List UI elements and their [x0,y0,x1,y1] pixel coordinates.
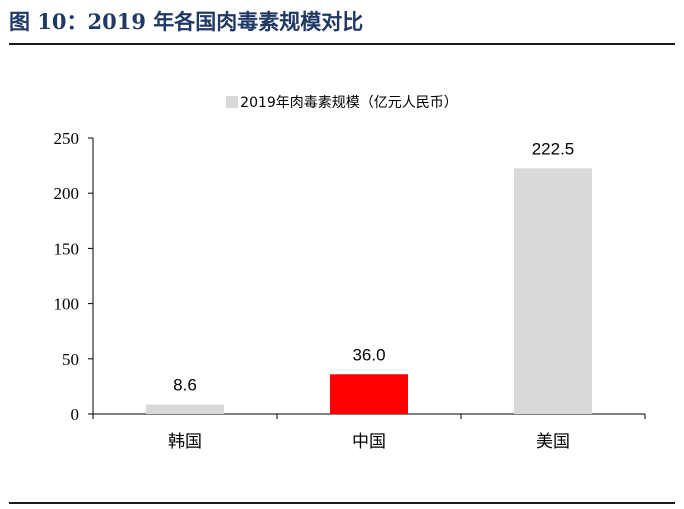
bar [514,168,592,414]
bottom-divider [9,502,675,504]
x-category-label: 美国 [536,432,570,452]
y-tick-label: 100 [54,295,80,314]
title-divider [9,43,675,45]
data-label: 222.5 [532,139,575,158]
y-tick-label: 200 [54,184,80,203]
y-tick-label: 150 [54,239,80,258]
chart-legend: 2019年肉毒素规模（亿元人民币） [0,92,684,112]
y-tick-label: 50 [62,350,79,369]
legend-label: 2019年肉毒素规模（亿元人民币） [240,95,458,111]
legend-swatch [226,96,239,108]
y-tick-label: 250 [54,129,80,148]
x-category-label: 韩国 [168,432,202,452]
data-label: 8.6 [173,376,197,395]
bar [146,404,224,414]
bar [330,374,408,414]
y-tick-label: 0 [71,405,80,424]
figure-title: 图 10：2019 年各国肉毒素规模对比 [9,9,364,34]
data-label: 36.0 [352,345,385,364]
x-category-label: 中国 [352,432,386,452]
